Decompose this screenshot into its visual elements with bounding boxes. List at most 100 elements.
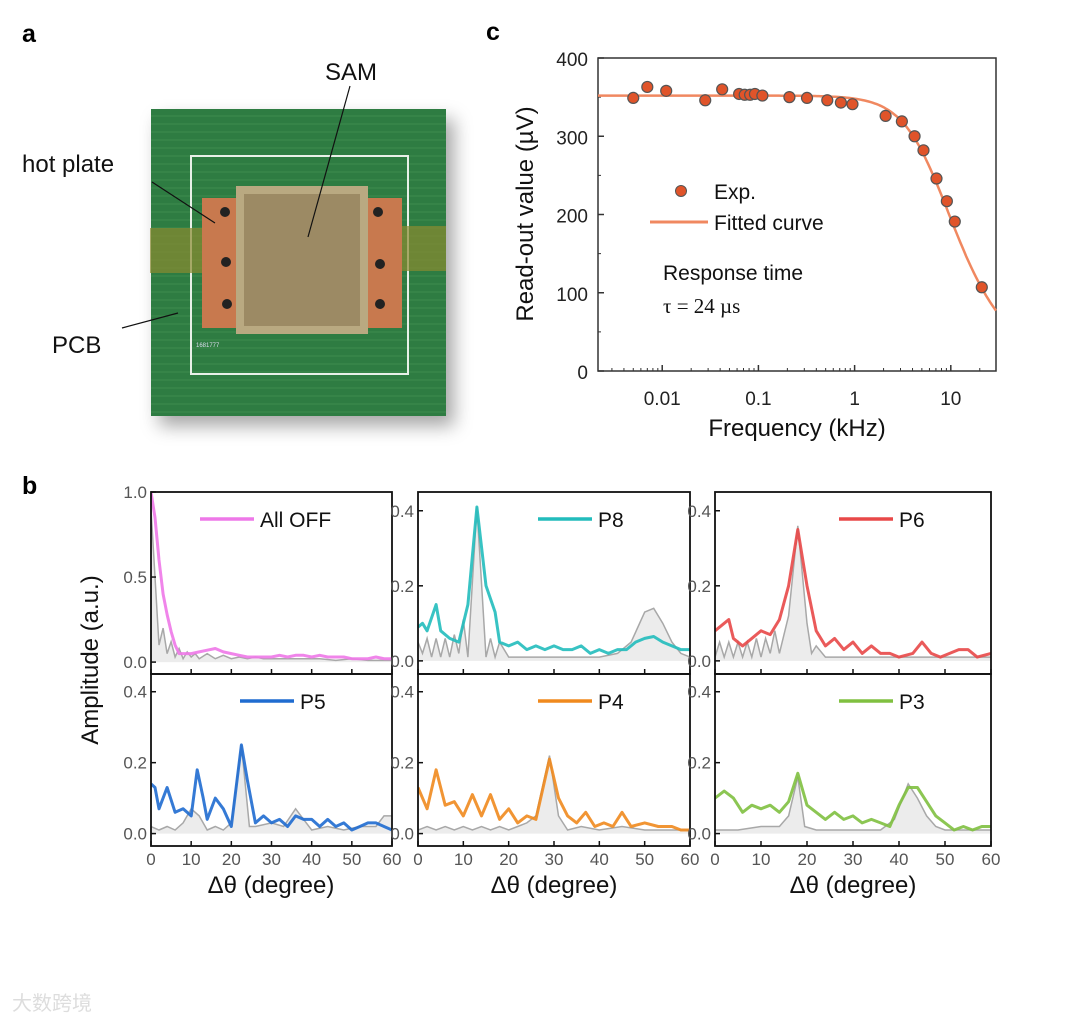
panel-label-b: b: [22, 472, 37, 500]
y-tick-label: 0.2: [123, 754, 147, 773]
y-tick-label: 0.0: [123, 825, 147, 844]
legend-label: P3: [899, 691, 925, 714]
x-tick-label: 1: [849, 389, 860, 410]
y-tick-label: 0.4: [687, 683, 711, 702]
y-tick-label: 0.2: [390, 577, 414, 596]
subplot-p8: 0.0 0.2 0.4 P8: [390, 491, 691, 675]
y-tick-label: 0.0: [687, 652, 711, 671]
x-tick-label: 30: [844, 850, 863, 869]
x-tick-label: 0: [710, 850, 719, 869]
data-point: [699, 94, 712, 107]
reference-line: [418, 506, 690, 660]
label-sam: SAM: [325, 59, 377, 86]
legend-label-fit: Fitted curve: [714, 212, 824, 235]
data-point: [660, 84, 673, 97]
series-line: [151, 492, 392, 661]
data-point: [930, 172, 943, 185]
legend-marker-exp: [675, 185, 687, 197]
x-tick-label: 50: [342, 850, 361, 869]
y-tick-label: 0.4: [123, 683, 147, 702]
x-tick-label: 20: [499, 850, 518, 869]
y-tick-label: 0.2: [687, 577, 711, 596]
x-tick-label: 30: [262, 850, 281, 869]
x-tick-label: 40: [890, 850, 909, 869]
subplot-p3: 0.0 0.2 0.4 0 10 20 30 40 50 60 P3: [687, 673, 1000, 869]
data-point: [908, 130, 921, 143]
b-y-axis-label: Amplitude (a.u.): [77, 575, 104, 744]
panel-label-c: c: [486, 18, 500, 46]
subplot-p4: 0.0 0.2 0.4 0 10 20 30 40 50 60 P4: [390, 673, 699, 869]
b-x-axis-label-3: Δθ (degree): [790, 872, 917, 899]
x-tick-label: 0: [413, 850, 422, 869]
reference-line: [715, 525, 991, 660]
y-tick-label: 400: [556, 50, 588, 71]
x-tick-label: 0.01: [644, 389, 681, 410]
y-tick-label: 0.2: [687, 754, 711, 773]
data-point: [800, 91, 814, 105]
x-axis-label: Frequency (kHz): [708, 415, 885, 442]
x-tick-label: 20: [798, 850, 817, 869]
y-tick-label: 1.0: [123, 483, 147, 502]
legend-label: P4: [598, 691, 624, 714]
reference-fill: [418, 755, 690, 834]
x-tick-label: 40: [590, 850, 609, 869]
data-point: [895, 115, 908, 128]
board-id: 1681777: [196, 343, 220, 349]
y-tick-label: 0.2: [390, 754, 414, 773]
y-tick-label: 200: [556, 207, 588, 228]
legend-label: P5: [300, 691, 326, 714]
data-point: [846, 98, 859, 111]
y-tick-label: 0: [577, 363, 588, 384]
x-tick-label: 0.1: [745, 389, 771, 410]
annotation-value: τ = 24 µs: [663, 294, 740, 318]
device-photo: 1681777: [121, 85, 446, 416]
b-x-axis-label-2: Δθ (degree): [491, 872, 618, 899]
sam-chip: [244, 194, 360, 326]
y-tick-label: 0.5: [123, 568, 147, 587]
tape-left: [150, 228, 205, 273]
data-point: [948, 215, 961, 228]
pcb-pointer: [121, 312, 179, 329]
data-point: [641, 80, 654, 94]
x-tick-label: 10: [182, 850, 201, 869]
reference-line: [715, 776, 991, 831]
x-tick-label: 10: [940, 389, 961, 410]
watermark: 大数跨境: [12, 992, 92, 1015]
legend-label: P6: [899, 509, 925, 532]
panel-label-a: a: [22, 20, 37, 48]
y-tick-label: 0.0: [123, 653, 147, 672]
legend-label-exp: Exp.: [714, 181, 756, 204]
subplot-p6: 0.0 0.2 0.4 P6: [687, 491, 992, 675]
legend-label: P8: [598, 509, 624, 532]
series-line: [715, 771, 991, 832]
series-line: [151, 743, 392, 832]
data-point: [879, 109, 892, 123]
tape-right: [400, 226, 446, 271]
label-pcb: PCB: [52, 332, 101, 359]
data-point: [940, 195, 953, 208]
subplot-all-off: 0.0 0.5 1.0 All OFF: [123, 483, 393, 675]
data-point: [821, 94, 834, 107]
y-axis-label: Read-out value (µV): [512, 106, 539, 321]
series-line: [418, 505, 690, 655]
x-tick-label: 30: [545, 850, 564, 869]
data-point: [917, 144, 930, 157]
y-tick-label: 0.4: [687, 502, 711, 521]
x-tick-label: 10: [454, 850, 473, 869]
reference-fill: [151, 744, 392, 834]
x-tick-label: 60: [383, 850, 402, 869]
y-tick-label: 0.4: [390, 683, 414, 702]
data-point: [627, 91, 640, 105]
y-tick-label: 0.0: [390, 652, 414, 671]
x-tick-label: 50: [635, 850, 654, 869]
hot-plate-pointer: [151, 181, 216, 224]
data-point: [756, 89, 769, 102]
data-point: [783, 91, 796, 104]
x-tick-label: 40: [302, 850, 321, 869]
x-tick-label: 0: [146, 850, 155, 869]
y-tick-label: 0.0: [390, 825, 414, 844]
data-point: [716, 83, 729, 96]
